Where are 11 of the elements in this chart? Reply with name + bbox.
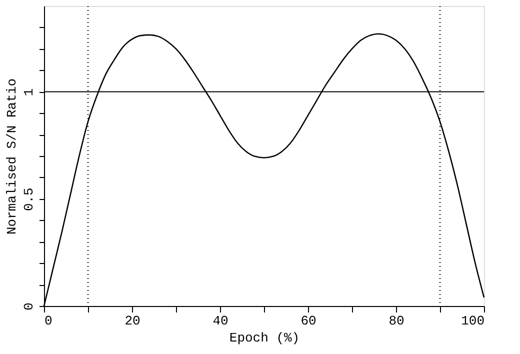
y-tick-label: 0 xyxy=(22,302,36,310)
x-tick-label: 0 xyxy=(44,314,52,328)
y-axis-title: Normalised S/N Ratio xyxy=(4,78,20,235)
x-tick-label: 60 xyxy=(300,314,316,328)
x-tick-label: 40 xyxy=(212,314,228,328)
y-tick-label: 0.5 xyxy=(22,188,36,212)
x-tick-label: 80 xyxy=(388,314,404,328)
x-tick-label: 100 xyxy=(461,314,484,328)
x-tick-label: 20 xyxy=(124,314,140,328)
x-axis-title: Epoch (%) xyxy=(229,330,300,346)
y-tick-label: 1 xyxy=(22,88,36,96)
